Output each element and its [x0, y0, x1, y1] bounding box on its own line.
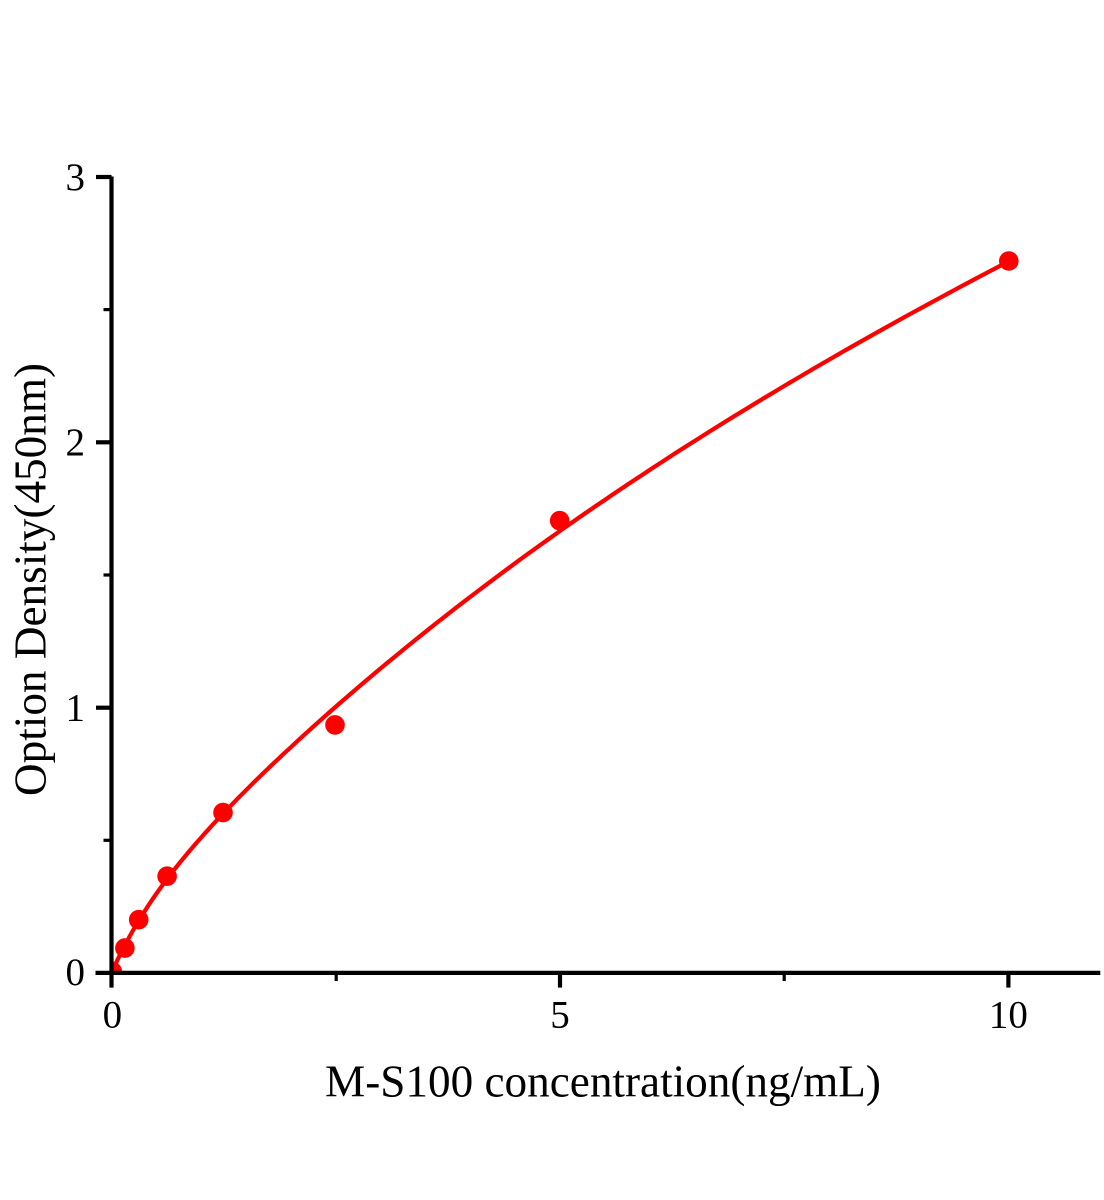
- svg-text:0: 0: [103, 994, 123, 1037]
- svg-text:2: 2: [66, 421, 86, 464]
- svg-text:0: 0: [66, 951, 86, 994]
- svg-text:M-S100 concentration(ng/mL): M-S100 concentration(ng/mL): [325, 1057, 881, 1107]
- svg-text:1: 1: [66, 687, 86, 730]
- svg-text:5: 5: [550, 994, 570, 1037]
- svg-text:3: 3: [66, 156, 86, 199]
- svg-text:Option Density(450nm): Option Density(450nm): [6, 363, 56, 796]
- svg-text:10: 10: [989, 994, 1028, 1037]
